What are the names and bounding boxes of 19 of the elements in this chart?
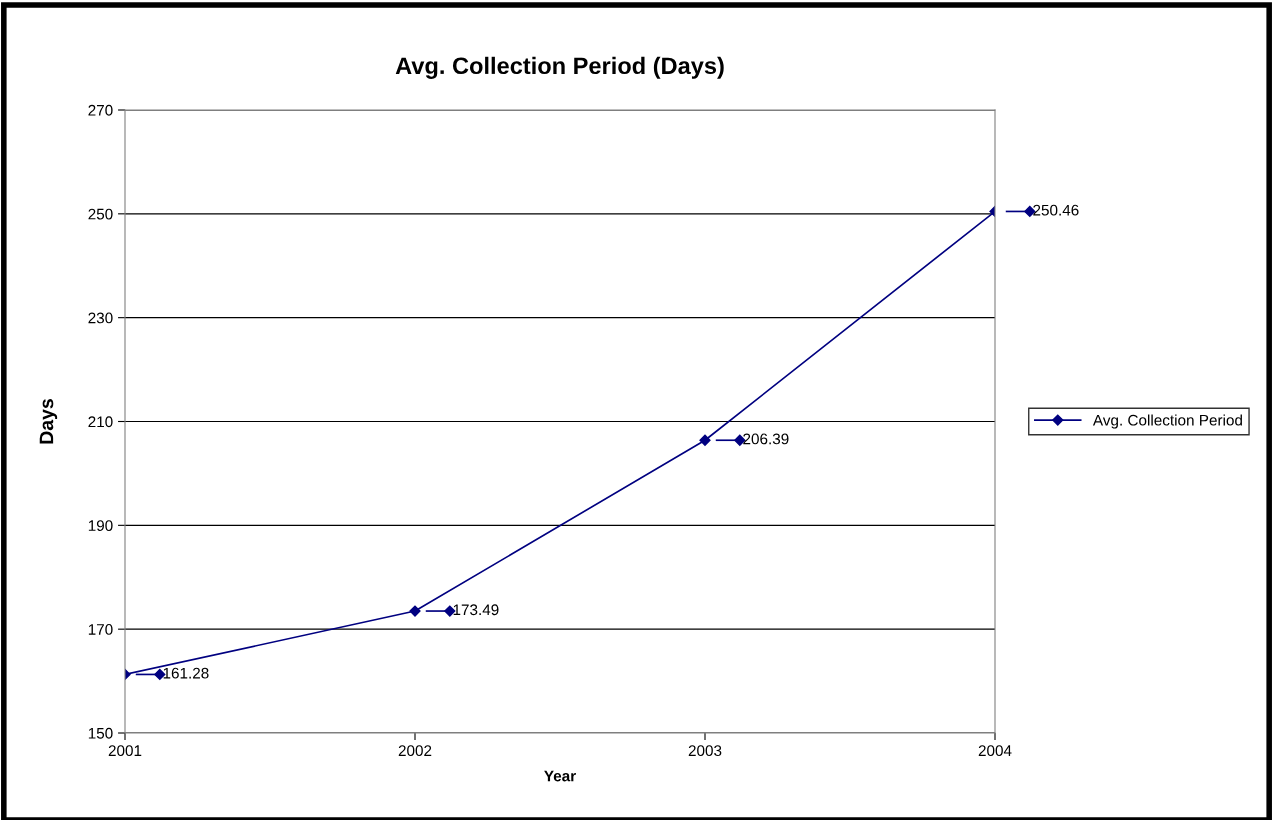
y-tick-label: 210 [88,416,113,428]
y-tick-label: 230 [88,312,113,324]
x-tick-label: 2003 [688,745,722,757]
data-label: 161.28 [163,667,209,679]
data-label: 206.39 [743,433,789,445]
y-tick-label: 270 [88,104,113,116]
x-tick-label: 2004 [978,745,1012,757]
y-tick-label: 150 [88,727,113,739]
chart-title: Avg. Collection Period (Days) [395,56,724,79]
y-tick-label: 170 [88,624,113,635]
y-tick-label: 190 [88,520,113,532]
y-axis-title: Days [39,399,58,444]
x-tick-label: 2002 [398,745,432,757]
x-axis-title: Year [544,770,576,782]
data-label: 250.46 [1033,204,1079,216]
y-tick-label: 250 [88,208,113,220]
data-label: 173.49 [453,604,499,616]
legend-label: Avg. Collection Period [1092,414,1242,429]
x-tick-label: 2001 [108,745,142,757]
